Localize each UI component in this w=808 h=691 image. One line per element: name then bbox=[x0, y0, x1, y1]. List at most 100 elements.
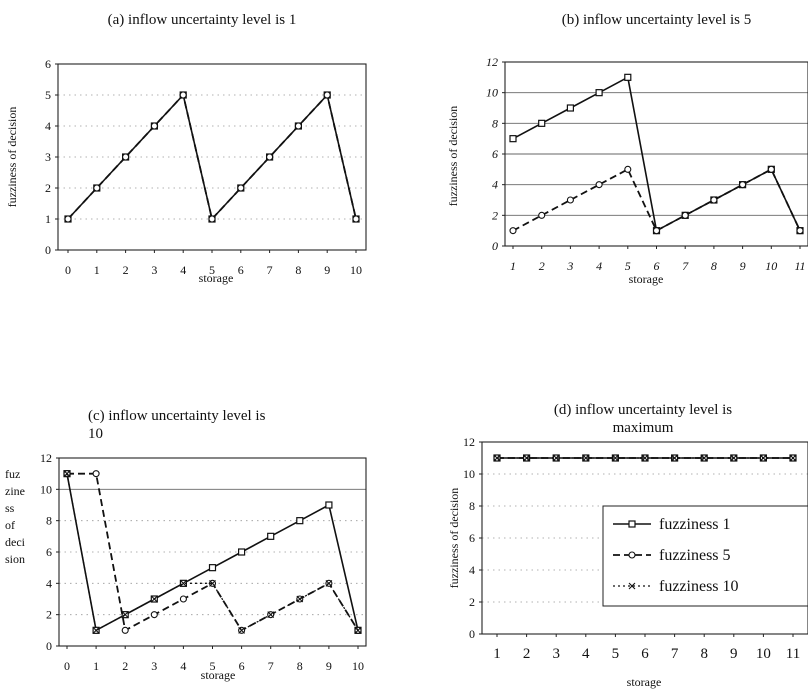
y-tick-label: 1 bbox=[45, 212, 51, 226]
x-tick-label: 6 bbox=[239, 659, 245, 673]
data-point bbox=[739, 181, 747, 189]
y-tick-label: 8 bbox=[492, 116, 498, 130]
y-tick-label: 6 bbox=[45, 57, 51, 71]
series-line bbox=[512, 168, 801, 232]
y-tick-label: 12 bbox=[486, 55, 498, 69]
y-tick-label: 6 bbox=[46, 545, 52, 559]
legend-box bbox=[602, 505, 808, 607]
y-tick-label: 8 bbox=[469, 499, 475, 513]
data-point bbox=[612, 454, 619, 462]
y-tick-label: 4 bbox=[492, 178, 498, 192]
data-point bbox=[595, 89, 603, 97]
chart-title-line2: 10 bbox=[88, 426, 103, 442]
data-point bbox=[92, 626, 100, 634]
x-axis-label: storage bbox=[627, 675, 662, 689]
chart-title: (d) inflow uncertainty level is bbox=[554, 402, 732, 418]
data-point bbox=[121, 611, 129, 619]
series-line bbox=[66, 473, 359, 632]
y-tick-label: 4 bbox=[45, 119, 51, 133]
x-tick-label: 1 bbox=[93, 659, 99, 673]
series-3 bbox=[63, 470, 362, 634]
data-point bbox=[767, 165, 775, 173]
y-tick-label: 2 bbox=[45, 181, 51, 195]
data-point bbox=[179, 91, 187, 99]
x-tick-label: 8 bbox=[711, 259, 717, 273]
x-tick-label: 8 bbox=[295, 263, 301, 277]
data-point bbox=[671, 454, 678, 462]
x-tick-label: 11 bbox=[786, 646, 800, 662]
legend: fuzziness 1 fuzziness 5 fuzziness 10 bbox=[602, 505, 808, 607]
y-axis-label: fuzziness of decision bbox=[5, 107, 19, 208]
data-point bbox=[624, 73, 632, 81]
y-tick-label: 0 bbox=[45, 243, 51, 257]
x-tick-label: 7 bbox=[671, 646, 679, 662]
data-point bbox=[63, 470, 71, 478]
y-tick-label: 2 bbox=[492, 208, 498, 222]
x-tick-label: 8 bbox=[700, 646, 708, 662]
data-point bbox=[789, 454, 797, 462]
data-point bbox=[538, 119, 546, 127]
x-tick-label: 3 bbox=[151, 263, 157, 277]
data-point bbox=[180, 579, 187, 587]
x-tick-label: 6 bbox=[641, 646, 649, 662]
x-tick-label: 7 bbox=[267, 263, 273, 277]
data-point bbox=[267, 532, 275, 540]
chart-title: (b) inflow uncertainty level is 5 bbox=[562, 12, 752, 28]
x-tick-label: 2 bbox=[123, 263, 129, 277]
data-point bbox=[523, 454, 530, 462]
x-tick-label: 9 bbox=[324, 263, 330, 277]
x-tick-label: 2 bbox=[122, 659, 128, 673]
y-tick-label: 10 bbox=[486, 86, 498, 100]
data-point bbox=[266, 153, 274, 161]
x-tick-label: 3 bbox=[566, 259, 573, 273]
x-tick-label: 4 bbox=[596, 259, 602, 273]
x-tick-label: 1 bbox=[510, 259, 516, 273]
chart-b: (b) inflow uncertainty level is 5 0 2 4 6 8 10… bbox=[446, 12, 808, 286]
data-point bbox=[538, 211, 546, 219]
legend-item-label: fuzziness 5 bbox=[659, 547, 731, 564]
y-tick-label: 4 bbox=[46, 576, 52, 590]
data-point bbox=[296, 595, 304, 603]
data-point bbox=[710, 196, 718, 204]
y-tick-label: 4 bbox=[469, 563, 475, 577]
legend-swatch-marker bbox=[628, 520, 636, 528]
y-axis-label: fuzziness of decision bbox=[446, 106, 460, 207]
chart-title-line2: maximum bbox=[613, 420, 674, 436]
data-point bbox=[582, 454, 590, 462]
data-point bbox=[352, 215, 360, 223]
data-point bbox=[150, 122, 158, 130]
data-point bbox=[296, 517, 304, 525]
y-tick-label: 12 bbox=[463, 435, 475, 449]
data-point bbox=[294, 122, 302, 130]
x-tick-label: 1 bbox=[94, 263, 100, 277]
legend-swatch-marker bbox=[628, 582, 636, 590]
data-point bbox=[354, 626, 362, 634]
data-point bbox=[238, 626, 245, 634]
data-point bbox=[652, 227, 661, 235]
x-tick-label: 5 bbox=[625, 259, 631, 273]
chart-a: (a) inflow uncertainty level is 1 0 1 2 3 4 5 6… bbox=[5, 12, 367, 285]
data-point bbox=[121, 626, 129, 634]
data-point bbox=[323, 91, 331, 99]
x-tick-label: 1 bbox=[493, 646, 501, 662]
data-point bbox=[237, 184, 245, 192]
data-point bbox=[509, 135, 517, 143]
data-point bbox=[566, 196, 574, 204]
x-tick-label: 8 bbox=[297, 659, 303, 673]
x-tick-label: 9 bbox=[740, 259, 746, 273]
data-point bbox=[209, 579, 216, 587]
x-tick-label: 10 bbox=[765, 259, 777, 273]
data-point bbox=[92, 470, 100, 478]
series-line bbox=[66, 473, 359, 632]
x-tick-label: 3 bbox=[552, 646, 560, 662]
x-tick-label: 7 bbox=[268, 659, 274, 673]
data-point bbox=[700, 454, 708, 462]
x-tick-label: 5 bbox=[210, 659, 216, 673]
data-point bbox=[493, 454, 501, 462]
series-line bbox=[67, 93, 357, 221]
x-tick-label: 4 bbox=[582, 646, 590, 662]
x-axis-label: storage bbox=[201, 668, 236, 682]
x-tick-label: 9 bbox=[326, 659, 332, 673]
y-tick-label: 12 bbox=[40, 451, 52, 465]
